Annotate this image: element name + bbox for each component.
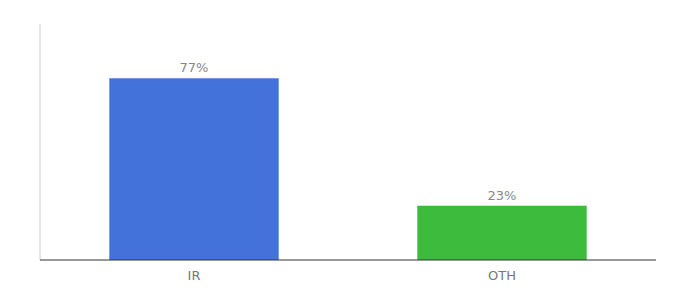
x-tick-label: OTH (488, 268, 516, 283)
bar (109, 78, 278, 260)
page: {"chart_data": {"type": "bar", "categori… (0, 0, 680, 300)
bar (417, 206, 586, 260)
chart-svg: 77% 23% IR OTH (0, 0, 680, 300)
x-axis-line (40, 260, 656, 261)
bars (109, 78, 586, 260)
y-axis-line (40, 24, 41, 260)
chart-container: 77% 23% IR OTH (0, 0, 680, 300)
x-tick-label: IR (188, 268, 201, 283)
data-label: 23% (488, 188, 517, 203)
data-label: 77% (180, 60, 209, 75)
